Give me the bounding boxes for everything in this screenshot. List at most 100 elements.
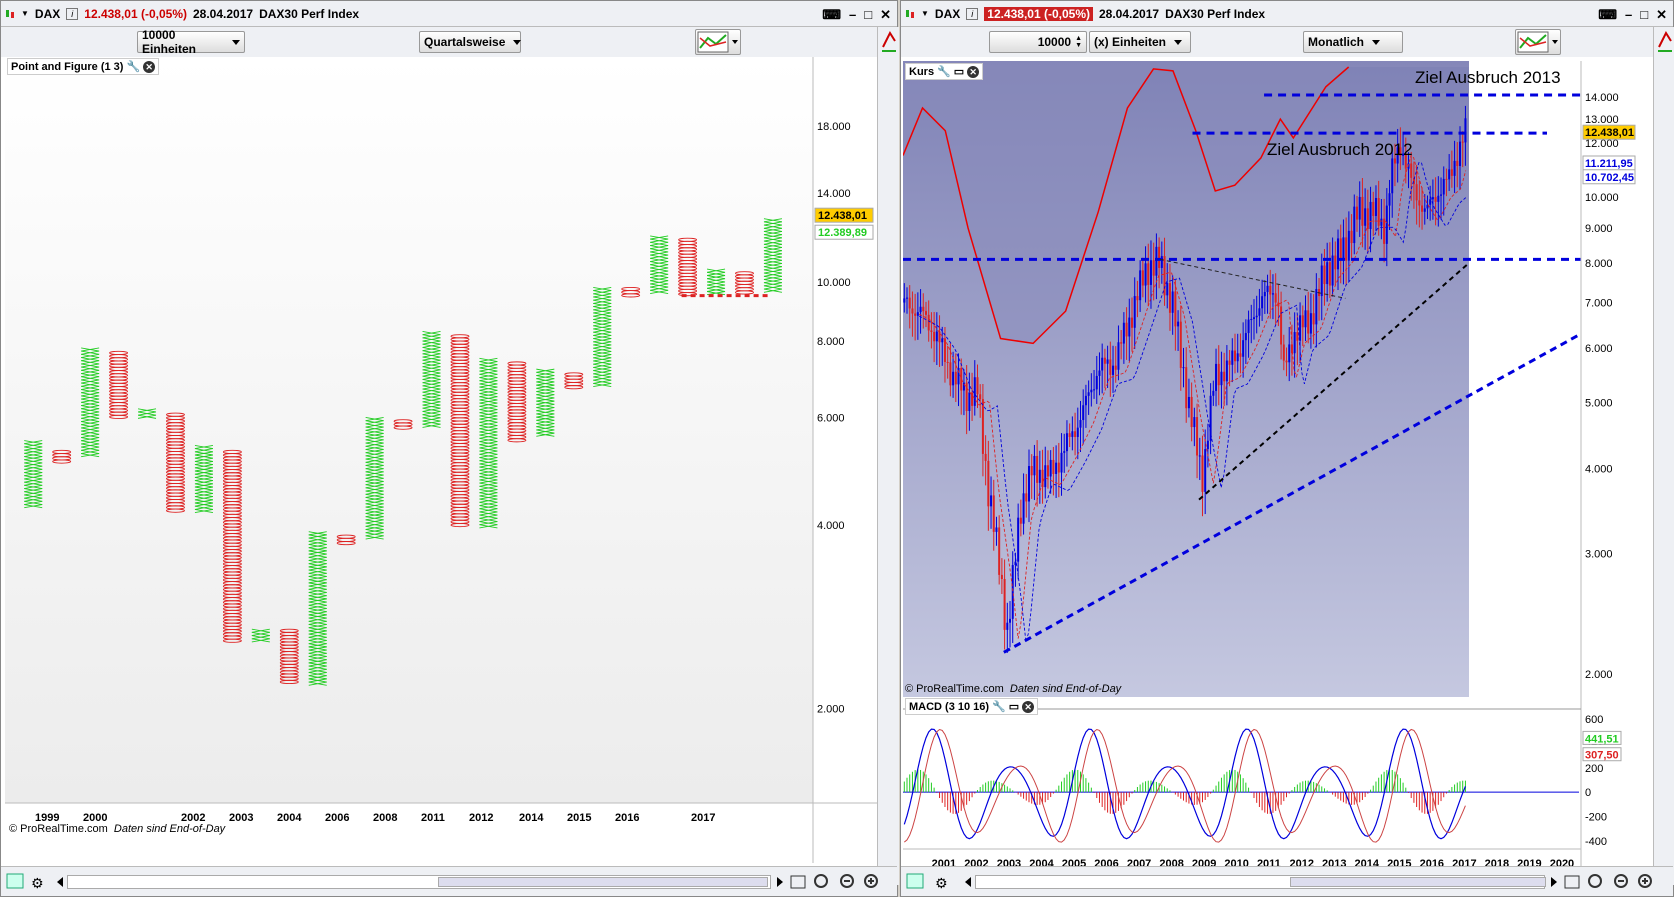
chart-tools-button[interactable] [695,29,741,55]
x-mark [422,385,441,390]
candle-body [952,371,955,386]
x-mark [81,347,100,352]
candle-body [1353,206,1356,244]
zoom-in-icon[interactable] [1638,874,1652,888]
zoom-fit-icon[interactable] [1588,874,1602,888]
stepper-icon[interactable]: ▲ ▼ [1075,35,1082,49]
chart-tools-button[interactable] [1515,29,1561,55]
zoom-fit-icon[interactable] [814,874,828,888]
x-mark [308,537,327,542]
scroll-right-icon[interactable] [777,877,783,887]
close-panel-icon[interactable]: ✕ [1022,700,1035,713]
candle-body [1101,357,1104,371]
drawing-tool-icon[interactable] [1654,27,1674,57]
close-icon[interactable]: ✕ [880,7,891,22]
panel-header: Point and Figure (1 3) 🔧 ✕ [7,58,160,75]
x-mark [81,376,100,381]
x-mark [308,675,327,680]
info-icon[interactable]: i [966,7,979,20]
units-input[interactable]: 10000 ▲ ▼ [989,31,1087,53]
close-panel-icon[interactable]: ✕ [143,60,156,73]
x-tick-label: 2002 [964,858,988,867]
candle-body [1396,147,1399,164]
dropdown-arrow-icon[interactable]: ▼ [921,9,929,18]
close-icon[interactable]: ✕ [1656,7,1667,22]
candle-body [957,367,960,385]
zoom-out-icon[interactable] [1614,874,1628,888]
x-mark [365,429,384,434]
scrollbar-thumb[interactable] [438,877,768,887]
band-upper-line [903,66,1350,345]
candle-body [1285,360,1288,363]
svg-text:⚙: ⚙ [935,876,948,892]
maximize-icon[interactable]: □ [864,7,873,22]
chart-type-icon[interactable] [1564,875,1580,889]
minimize-icon[interactable]: – [1625,7,1633,22]
units-dropdown[interactable]: (x) Einheiten [1089,31,1191,53]
x-mark [536,371,555,376]
o-mark [507,438,527,443]
x-mark [650,283,669,288]
candle-body [981,399,984,454]
scroll-right-icon[interactable] [1551,877,1557,887]
indicators-icon[interactable]: ⚙ [31,876,44,892]
y-tick-label: 8.000 [1585,258,1613,270]
candle-body [1361,196,1364,226]
wrench-icon[interactable]: 🔧 [937,66,951,78]
o-column [735,271,754,295]
x-mark [365,417,384,422]
candle-body [1030,466,1033,476]
info-icon[interactable]: i [66,7,79,20]
x-mark [479,463,498,468]
candle-body [1442,178,1445,195]
chart-type-icon[interactable] [790,875,806,889]
candle-body [1079,420,1082,428]
x-mark [479,377,498,382]
wrench-icon[interactable]: 🔧 [992,701,1006,713]
horizontal-scrollbar[interactable] [67,875,771,889]
window-icon[interactable]: ▭ [953,66,965,78]
keyboard-icon[interactable]: ⌨ [822,7,841,22]
scrollbar-thumb[interactable] [1290,877,1546,887]
units-dropdown[interactable]: 10000 Einheiten [137,28,245,56]
export-icon[interactable] [906,873,924,889]
x-mark [194,486,214,491]
x-mark [650,261,669,266]
dropdown-arrow-icon[interactable]: ▼ [21,9,29,18]
candle-body [1114,365,1117,370]
x-mark [479,482,498,487]
zoom-in-icon[interactable] [864,874,878,888]
symbol-label: DAX [34,6,61,21]
indicators-icon[interactable]: ⚙ [935,876,948,892]
scroll-left-icon[interactable] [57,877,63,887]
candle-body [1220,371,1223,386]
zoom-out-icon[interactable] [840,874,854,888]
x-mark [422,401,441,406]
period-dropdown[interactable]: Quartalsweise [419,31,522,53]
x-tick-label: 2018 [1485,858,1509,867]
candle-body [1163,256,1166,296]
y-tick-label: 4.000 [817,520,845,532]
candle-body [1236,353,1239,362]
close-panel-icon[interactable]: ✕ [967,65,980,78]
x-mark [81,363,100,368]
candle-body [1182,367,1185,369]
scroll-left-icon[interactable] [965,877,971,887]
x-mark [479,457,498,462]
candle-body [960,367,963,391]
x-mark [422,346,441,352]
horizontal-scrollbar[interactable] [975,875,1546,889]
window-icon[interactable]: ▭ [1008,701,1020,713]
wrench-icon[interactable]: 🔧 [126,61,141,73]
candle-body [1198,455,1201,457]
drawing-tool-icon[interactable] [878,27,900,57]
maximize-icon[interactable]: □ [1640,7,1649,22]
period-dropdown[interactable]: Monatlich [1303,31,1403,53]
candle-body [922,306,925,312]
minimize-icon[interactable]: – [849,7,857,22]
export-icon[interactable] [6,873,24,889]
candle-body [1407,163,1410,169]
x-mark [308,592,327,597]
keyboard-icon[interactable]: ⌨ [1598,7,1617,22]
candle-body [1090,389,1093,393]
